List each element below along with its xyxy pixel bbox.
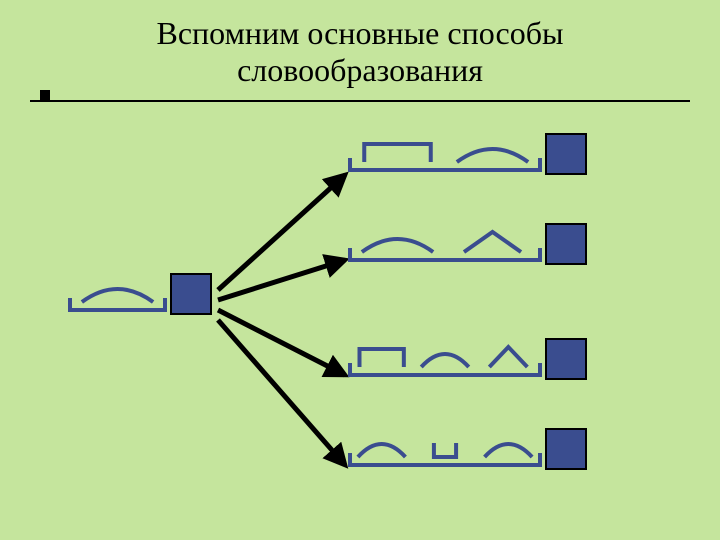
word-formation-diagram <box>0 0 720 540</box>
slide: Вспомним основные способы словообразован… <box>0 0 720 540</box>
